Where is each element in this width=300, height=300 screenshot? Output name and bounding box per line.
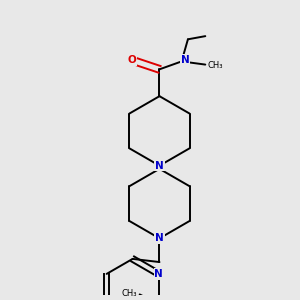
Text: CH₃: CH₃ [122,289,137,298]
Text: CH₃: CH₃ [208,61,223,70]
Text: N: N [155,233,164,243]
Text: N: N [181,55,190,64]
Text: N: N [155,161,164,171]
Text: O: O [127,56,136,65]
Text: N: N [154,269,163,279]
